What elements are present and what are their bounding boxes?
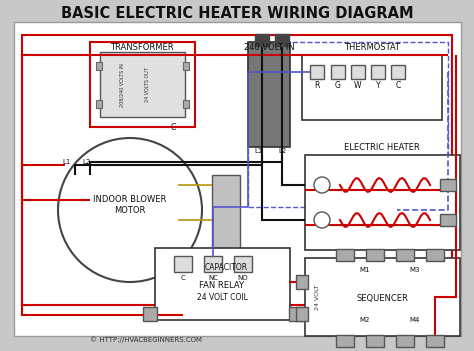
Text: M2: M2 xyxy=(360,317,370,323)
Text: THERMOSTAT: THERMOSTAT xyxy=(344,44,400,53)
Bar xyxy=(296,307,308,321)
Bar xyxy=(96,100,102,108)
Bar xyxy=(248,42,290,147)
Bar xyxy=(204,256,222,272)
Bar xyxy=(174,256,192,272)
Bar xyxy=(366,249,384,261)
Circle shape xyxy=(314,212,330,228)
Text: L1: L1 xyxy=(255,148,263,154)
Bar xyxy=(255,34,269,46)
Bar xyxy=(248,42,448,207)
Bar xyxy=(371,65,385,79)
Bar xyxy=(183,62,189,70)
Text: L2: L2 xyxy=(83,159,91,165)
Text: L2: L2 xyxy=(279,148,287,154)
Bar xyxy=(22,35,452,305)
Circle shape xyxy=(58,138,202,282)
Text: NO: NO xyxy=(237,275,248,281)
Text: BASIC ELECTRIC HEATER WIRING DIAGRAM: BASIC ELECTRIC HEATER WIRING DIAGRAM xyxy=(61,7,413,21)
Bar xyxy=(90,42,195,127)
Text: TRANSFORMER: TRANSFORMER xyxy=(110,44,174,53)
Text: L1: L1 xyxy=(63,159,71,165)
Text: 24 VOLT: 24 VOLT xyxy=(316,284,320,310)
Bar xyxy=(426,335,444,347)
Text: Y: Y xyxy=(376,81,380,91)
Text: 24 VOLTS OUT: 24 VOLTS OUT xyxy=(146,68,151,102)
Bar xyxy=(212,175,240,260)
Bar xyxy=(336,249,354,261)
Bar xyxy=(143,307,157,321)
Bar xyxy=(396,335,414,347)
Bar xyxy=(302,55,442,120)
Text: NC: NC xyxy=(208,275,218,281)
Bar xyxy=(336,335,354,347)
Text: FAN RELAY: FAN RELAY xyxy=(200,280,245,290)
Bar xyxy=(391,65,405,79)
Bar xyxy=(183,100,189,108)
Text: C: C xyxy=(395,81,401,91)
Bar xyxy=(440,179,456,191)
Bar xyxy=(305,155,460,250)
Text: R: R xyxy=(314,81,319,91)
Text: CAPACITOR: CAPACITOR xyxy=(204,264,247,272)
Bar xyxy=(289,307,303,321)
Bar xyxy=(310,65,324,79)
Text: M4: M4 xyxy=(410,317,420,323)
Text: W: W xyxy=(354,81,362,91)
Bar xyxy=(396,249,414,261)
Bar xyxy=(275,34,289,46)
Bar xyxy=(296,275,308,289)
Circle shape xyxy=(314,177,330,193)
Bar xyxy=(305,258,460,336)
Text: INDOOR BLOWER
MOTOR: INDOOR BLOWER MOTOR xyxy=(93,195,167,215)
Text: ELECTRIC HEATER: ELECTRIC HEATER xyxy=(344,144,420,152)
Bar xyxy=(14,22,461,336)
Bar xyxy=(100,52,185,117)
Bar xyxy=(234,256,252,272)
Text: C: C xyxy=(170,122,176,132)
Bar xyxy=(426,249,444,261)
Bar xyxy=(331,65,345,79)
Bar xyxy=(440,214,456,226)
Text: M1: M1 xyxy=(360,267,370,273)
Bar xyxy=(96,62,102,70)
Bar xyxy=(351,65,365,79)
Text: G: G xyxy=(335,81,341,91)
Text: SEQUENCER: SEQUENCER xyxy=(356,293,408,303)
Bar xyxy=(366,335,384,347)
Text: 240 VOLT IN: 240 VOLT IN xyxy=(244,44,294,53)
Text: 208/240 VOLTS IN: 208/240 VOLTS IN xyxy=(119,63,125,107)
Text: M3: M3 xyxy=(410,267,420,273)
Text: © HTTP://HVACBEGINNERS.COM: © HTTP://HVACBEGINNERS.COM xyxy=(90,337,202,343)
Bar xyxy=(155,248,290,320)
Text: 24 VOLT COIL: 24 VOLT COIL xyxy=(197,293,247,303)
Text: C: C xyxy=(181,275,185,281)
